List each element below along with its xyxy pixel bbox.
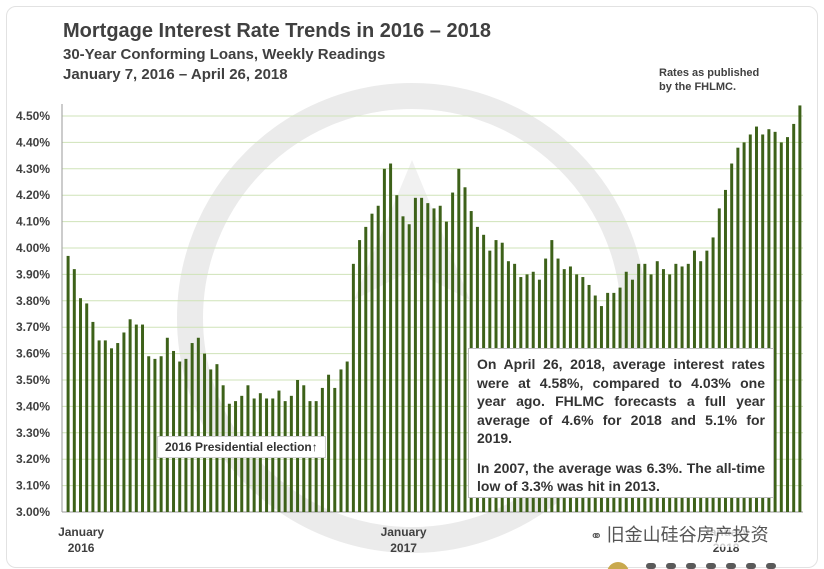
bar — [451, 192, 455, 512]
bar — [364, 226, 368, 512]
source-note-line-1: Rates as published — [659, 67, 760, 79]
bar — [730, 163, 734, 512]
bar — [141, 324, 145, 512]
watermark: ⚭ 旧金山硅谷房产投资 — [588, 521, 771, 547]
bar — [457, 168, 461, 513]
bar — [116, 343, 120, 512]
source-note: Rates as published by the FHLMC. — [659, 66, 759, 94]
bar — [159, 356, 163, 512]
bar — [742, 142, 746, 512]
bar — [333, 387, 337, 512]
chart-title: Mortgage Interest Rate Trends in 2016 – … — [63, 20, 491, 42]
bar — [203, 353, 207, 512]
bar — [153, 358, 157, 512]
bar — [463, 187, 467, 512]
bar — [327, 374, 331, 512]
x-tick-label-month: January — [58, 525, 104, 539]
bar — [432, 208, 436, 512]
y-tick-label: 3.30% — [16, 426, 50, 440]
bar — [184, 358, 188, 512]
y-tick-label: 3.20% — [16, 452, 50, 466]
bar — [420, 197, 424, 512]
y-tick-label: 3.70% — [16, 320, 50, 334]
logo-wordmark — [646, 563, 776, 569]
bar — [779, 142, 783, 512]
y-tick-label: 3.60% — [16, 347, 50, 361]
y-tick-label: 4.00% — [16, 241, 50, 255]
bar — [358, 240, 362, 512]
y-tick-label: 3.80% — [16, 294, 50, 308]
bar — [389, 163, 393, 512]
bar — [128, 319, 132, 512]
bar — [110, 348, 113, 512]
y-tick-label: 4.20% — [16, 188, 50, 202]
bar — [767, 129, 771, 512]
bar — [426, 203, 430, 512]
watermark-text: 旧金山硅谷房产投资 — [606, 525, 769, 545]
y-tick-label: 3.40% — [16, 399, 50, 413]
bar — [407, 224, 411, 513]
x-tick-label-year: 2017 — [390, 541, 417, 555]
y-axis-ticks: 3.00% 3.10% 3.20% 3.30% 3.40% 3.50% 3.60% 3.70%… — [16, 109, 50, 519]
bar — [351, 263, 355, 512]
election-annotation: 2016 Presidential election↑ — [157, 436, 326, 458]
bar — [395, 195, 399, 512]
chart-date-range: January 7, 2016 – April 26, 2018 — [63, 66, 288, 83]
y-tick-label: 3.90% — [16, 267, 50, 281]
y-tick-label: 3.50% — [16, 373, 50, 387]
footer-logo — [607, 562, 776, 569]
bar — [438, 205, 442, 512]
bar — [339, 369, 343, 512]
bar — [91, 321, 95, 512]
bar — [147, 356, 151, 512]
bar — [85, 303, 89, 512]
bar — [761, 134, 765, 513]
bar — [97, 340, 101, 512]
logo-mark — [607, 562, 629, 569]
bar — [103, 340, 107, 512]
chat-bubble-icon: ⚭ — [590, 528, 603, 545]
y-tick-label: 3.10% — [16, 479, 50, 493]
x-tick-label-month: January — [381, 525, 427, 539]
bar — [413, 197, 417, 512]
bar — [66, 255, 70, 513]
bar — [190, 343, 194, 512]
bar — [79, 298, 82, 512]
y-tick-label: 4.30% — [16, 162, 50, 176]
bar — [736, 147, 740, 512]
bar — [401, 216, 405, 512]
y-tick-label: 4.10% — [16, 215, 50, 229]
info-paragraph-1: On April 26, 2018, average interest rate… — [477, 356, 765, 446]
bar — [792, 123, 796, 513]
bar — [755, 126, 758, 512]
x-tick-label-year: 2016 — [68, 541, 95, 555]
bar — [798, 105, 802, 512]
y-tick-label: 3.00% — [16, 505, 50, 519]
bar — [122, 332, 126, 512]
bar — [72, 269, 76, 512]
bar — [134, 324, 138, 512]
bar — [370, 213, 374, 512]
bar — [345, 361, 349, 512]
bar — [196, 337, 200, 512]
info-paragraph-2: In 2007, the average was 6.3%. The all-t… — [477, 459, 765, 495]
bar — [165, 337, 169, 512]
bar — [773, 131, 777, 512]
y-tick-label: 4.40% — [16, 135, 50, 149]
bar — [786, 137, 789, 512]
watermark-ring — [177, 83, 647, 553]
chart-subtitle: 30-Year Conforming Loans, Weekly Reading… — [63, 46, 386, 63]
y-tick-label: 4.50% — [16, 109, 50, 123]
info-callout-box: On April 26, 2018, average interest rate… — [468, 348, 774, 498]
bar — [382, 168, 386, 513]
bar — [748, 134, 752, 513]
bar — [444, 221, 448, 512]
bar — [376, 205, 380, 512]
bar — [172, 350, 176, 512]
source-note-line-2: by the FHLMC. — [659, 81, 736, 93]
